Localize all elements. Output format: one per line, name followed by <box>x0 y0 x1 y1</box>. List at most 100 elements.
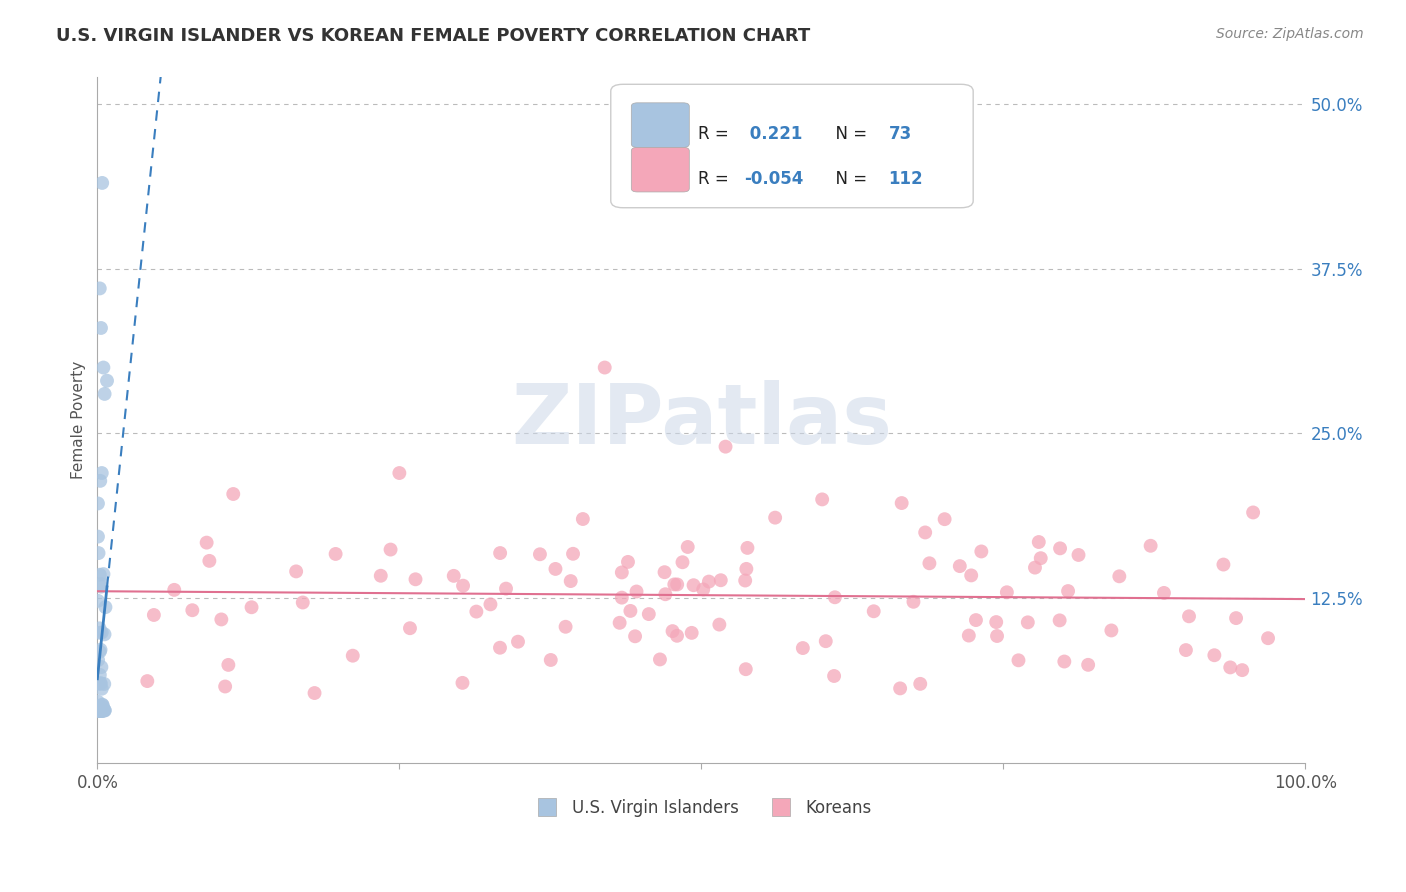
Point <box>479 598 502 612</box>
Point <box>325 547 347 561</box>
Text: U.S. VIRGIN ISLANDER VS KOREAN FEMALE POVERTY CORRELATION CHART: U.S. VIRGIN ISLANDER VS KOREAN FEMALE PO… <box>56 27 810 45</box>
Legend: U.S. Virgin Islanders, Koreans: U.S. Virgin Islanders, Koreans <box>524 792 879 823</box>
Point <box>87 699 110 714</box>
Point <box>89 703 111 717</box>
Point <box>89 621 111 635</box>
Point <box>209 612 232 626</box>
Point <box>1077 657 1099 672</box>
Point <box>89 668 111 682</box>
Point <box>87 546 110 560</box>
Point <box>136 674 159 689</box>
Point <box>692 582 714 597</box>
Point <box>91 703 114 717</box>
Point <box>681 625 703 640</box>
Point <box>91 698 114 712</box>
Point <box>285 565 308 579</box>
Point <box>89 474 111 488</box>
Point <box>811 492 834 507</box>
Point <box>405 572 427 586</box>
Point <box>291 595 314 609</box>
Text: R =: R = <box>697 125 734 143</box>
Point <box>87 703 110 717</box>
Point <box>222 487 245 501</box>
Point <box>93 360 115 375</box>
Point <box>451 579 474 593</box>
FancyBboxPatch shape <box>631 147 689 192</box>
Point <box>87 496 110 510</box>
Point <box>91 700 114 714</box>
Text: N =: N = <box>824 169 872 188</box>
FancyBboxPatch shape <box>610 85 973 208</box>
Point <box>87 594 110 608</box>
Point <box>93 677 115 691</box>
Text: 112: 112 <box>889 169 924 188</box>
Text: Source: ZipAtlas.com: Source: ZipAtlas.com <box>1216 27 1364 41</box>
Point <box>714 440 737 454</box>
Point <box>676 540 699 554</box>
Point <box>87 677 110 691</box>
Point <box>554 620 576 634</box>
Point <box>648 652 671 666</box>
Point <box>89 703 111 717</box>
Point <box>610 566 633 580</box>
Point <box>93 387 115 401</box>
Point <box>540 653 562 667</box>
Point <box>934 512 956 526</box>
Point <box>1241 506 1264 520</box>
Point <box>737 541 759 555</box>
Point <box>1153 586 1175 600</box>
Point <box>89 625 111 640</box>
Point <box>560 574 582 588</box>
Point <box>370 568 392 582</box>
Point <box>90 577 112 591</box>
Point <box>90 703 112 717</box>
Point <box>89 703 111 717</box>
Point <box>89 703 111 717</box>
Point <box>903 595 925 609</box>
Point <box>617 555 640 569</box>
Point <box>489 640 512 655</box>
Point <box>87 703 110 717</box>
Point <box>89 642 111 657</box>
Point <box>87 703 110 717</box>
Point <box>181 603 204 617</box>
Point <box>1029 551 1052 566</box>
Point <box>824 591 846 605</box>
Point <box>619 604 641 618</box>
Point <box>1017 615 1039 630</box>
Point <box>495 582 517 596</box>
Point <box>1028 535 1050 549</box>
Point <box>489 546 512 560</box>
Point <box>94 600 117 615</box>
Point <box>910 677 932 691</box>
Point <box>163 582 186 597</box>
Point <box>342 648 364 663</box>
Point <box>90 703 112 717</box>
Point <box>87 703 110 717</box>
Point <box>506 634 529 648</box>
Point <box>465 605 488 619</box>
Point <box>89 702 111 716</box>
Text: ZIPatlas: ZIPatlas <box>510 380 891 461</box>
Point <box>960 568 983 582</box>
Point <box>90 703 112 717</box>
Point <box>610 591 633 605</box>
Point <box>91 703 114 717</box>
Point <box>889 681 911 696</box>
Text: N =: N = <box>824 125 872 143</box>
Point <box>814 634 837 648</box>
Y-axis label: Female Poverty: Female Poverty <box>72 361 86 479</box>
Point <box>89 281 111 295</box>
Point <box>1049 613 1071 627</box>
Point <box>637 607 659 621</box>
Point <box>388 466 411 480</box>
Point <box>304 686 326 700</box>
Point <box>91 703 114 717</box>
Point <box>697 574 720 589</box>
Text: R =: R = <box>697 169 734 188</box>
Point <box>1108 569 1130 583</box>
Point <box>91 703 114 717</box>
Point <box>918 556 941 570</box>
Point <box>1057 584 1080 599</box>
Point <box>93 703 115 717</box>
